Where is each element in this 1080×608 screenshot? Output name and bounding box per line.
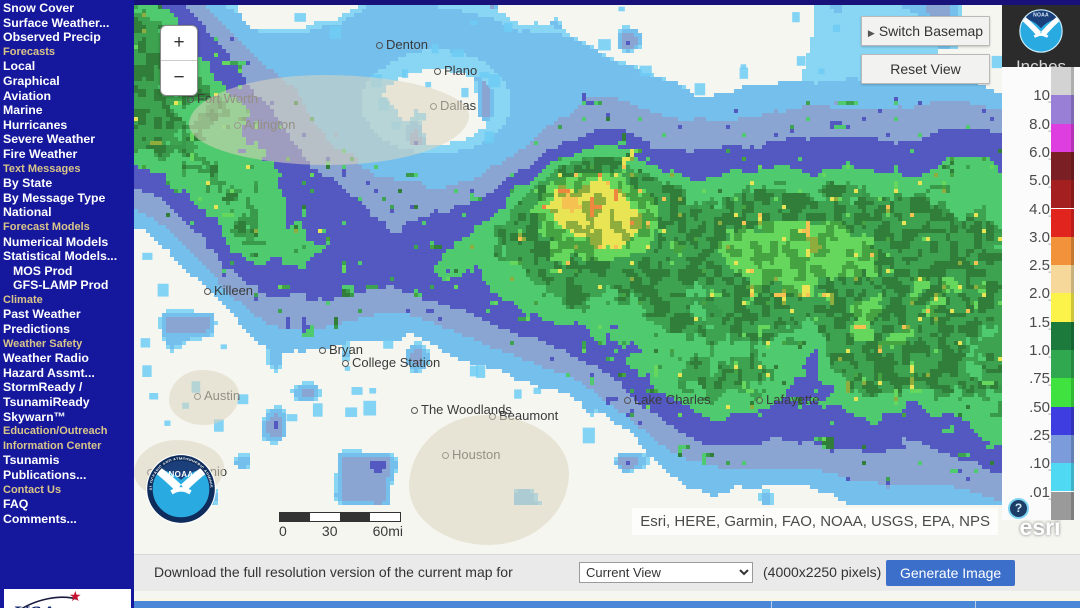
svg-text:★: ★ bbox=[69, 589, 82, 604]
svg-text:gov: gov bbox=[92, 604, 126, 608]
svg-text:NOAA: NOAA bbox=[1033, 12, 1049, 18]
svg-text:NOAA: NOAA bbox=[169, 470, 194, 479]
svg-text:USA: USA bbox=[13, 601, 56, 608]
